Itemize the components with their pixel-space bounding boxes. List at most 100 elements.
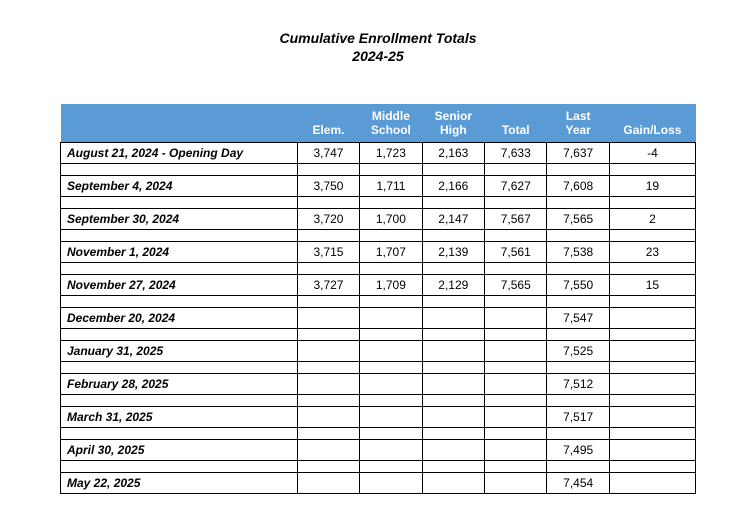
- spacer-cell: [360, 427, 422, 439]
- spacer-cell: [297, 262, 359, 274]
- spacer-cell: [422, 328, 484, 340]
- spacer-cell: [485, 460, 547, 472]
- cell-date: April 30, 2025: [61, 439, 298, 460]
- spacer-cell: [485, 394, 547, 406]
- header-gain: Gain/Loss: [609, 104, 695, 142]
- cell-gain: 15: [609, 274, 695, 295]
- cell-date: March 31, 2025: [61, 406, 298, 427]
- spacer-cell: [61, 262, 298, 274]
- spacer-row: [61, 427, 696, 439]
- table-row: September 30, 20243,7201,7002,1477,5677,…: [61, 208, 696, 229]
- spacer-cell: [422, 163, 484, 175]
- spacer-row: [61, 361, 696, 373]
- cell-senior: [422, 373, 484, 394]
- cell-date: November 1, 2024: [61, 241, 298, 262]
- spacer-cell: [422, 295, 484, 307]
- cell-senior: [422, 406, 484, 427]
- spacer-cell: [422, 427, 484, 439]
- cell-senior: [422, 472, 484, 493]
- cell-total: 7,627: [485, 175, 547, 196]
- cell-total: [485, 472, 547, 493]
- spacer-cell: [609, 163, 695, 175]
- header-middle: MiddleSchool: [360, 104, 422, 142]
- cell-total: [485, 340, 547, 361]
- cell-elem: 3,747: [297, 142, 359, 163]
- cell-senior: [422, 439, 484, 460]
- cell-elem: 3,727: [297, 274, 359, 295]
- spacer-row: [61, 163, 696, 175]
- cell-gain: [609, 307, 695, 328]
- page-subtitle: 2024-25: [60, 48, 696, 64]
- spacer-cell: [297, 196, 359, 208]
- spacer-cell: [547, 460, 609, 472]
- table-row: November 1, 20243,7151,7072,1397,5617,53…: [61, 241, 696, 262]
- spacer-cell: [297, 394, 359, 406]
- cell-elem: 3,720: [297, 208, 359, 229]
- spacer-row: [61, 328, 696, 340]
- cell-elem: [297, 307, 359, 328]
- header-total: Total: [485, 104, 547, 142]
- spacer-cell: [297, 295, 359, 307]
- cell-date: January 31, 2025: [61, 340, 298, 361]
- spacer-cell: [360, 394, 422, 406]
- page-title: Cumulative Enrollment Totals: [60, 30, 696, 46]
- spacer-cell: [609, 295, 695, 307]
- cell-elem: [297, 406, 359, 427]
- enrollment-table: Elem. MiddleSchool SeniorHigh Total Last…: [60, 104, 696, 494]
- cell-senior: 2,147: [422, 208, 484, 229]
- spacer-cell: [422, 394, 484, 406]
- cell-last: 7,538: [547, 241, 609, 262]
- cell-senior: 2,166: [422, 175, 484, 196]
- cell-middle: 1,709: [360, 274, 422, 295]
- header-elem: Elem.: [297, 104, 359, 142]
- cell-date: December 20, 2024: [61, 307, 298, 328]
- cell-elem: [297, 472, 359, 493]
- table-row: August 21, 2024 - Opening Day3,7471,7232…: [61, 142, 696, 163]
- cell-total: [485, 373, 547, 394]
- spacer-cell: [61, 163, 298, 175]
- spacer-row: [61, 295, 696, 307]
- spacer-cell: [485, 229, 547, 241]
- spacer-cell: [360, 295, 422, 307]
- spacer-cell: [61, 229, 298, 241]
- spacer-cell: [547, 427, 609, 439]
- spacer-cell: [547, 196, 609, 208]
- spacer-cell: [485, 427, 547, 439]
- spacer-cell: [547, 361, 609, 373]
- spacer-cell: [547, 229, 609, 241]
- spacer-row: [61, 262, 696, 274]
- spacer-cell: [422, 196, 484, 208]
- spacer-cell: [547, 163, 609, 175]
- cell-gain: -4: [609, 142, 695, 163]
- spacer-cell: [609, 460, 695, 472]
- cell-gain: [609, 340, 695, 361]
- spacer-cell: [547, 262, 609, 274]
- cell-elem: [297, 439, 359, 460]
- cell-gain: [609, 406, 695, 427]
- cell-gain: [609, 373, 695, 394]
- table-row: May 22, 20257,454: [61, 472, 696, 493]
- spacer-cell: [297, 427, 359, 439]
- cell-date: November 27, 2024: [61, 274, 298, 295]
- spacer-cell: [360, 229, 422, 241]
- spacer-cell: [360, 328, 422, 340]
- spacer-cell: [609, 394, 695, 406]
- cell-total: [485, 406, 547, 427]
- spacer-cell: [422, 361, 484, 373]
- spacer-cell: [422, 229, 484, 241]
- table-row: December 20, 2024 7,547: [61, 307, 696, 328]
- spacer-cell: [609, 361, 695, 373]
- cell-last: 7,547: [547, 307, 609, 328]
- spacer-cell: [547, 295, 609, 307]
- cell-senior: 2,129: [422, 274, 484, 295]
- cell-middle: 1,723: [360, 142, 422, 163]
- cell-last: 7,565: [547, 208, 609, 229]
- spacer-cell: [422, 262, 484, 274]
- cell-date: September 4, 2024: [61, 175, 298, 196]
- cell-last: 7,517: [547, 406, 609, 427]
- spacer-cell: [485, 361, 547, 373]
- spacer-cell: [609, 196, 695, 208]
- spacer-cell: [360, 262, 422, 274]
- spacer-cell: [360, 196, 422, 208]
- table-row: November 27, 20243,7271,7092,1297,5657,5…: [61, 274, 696, 295]
